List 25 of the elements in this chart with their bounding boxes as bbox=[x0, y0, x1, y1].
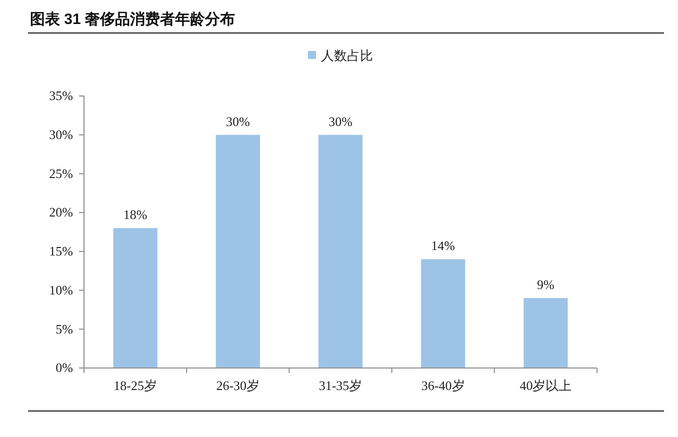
y-tick-label: 15% bbox=[49, 244, 74, 259]
bar bbox=[216, 134, 260, 368]
y-tick-label: 10% bbox=[49, 282, 74, 298]
data-label: 14% bbox=[431, 238, 456, 254]
y-tick-label: 20% bbox=[49, 204, 74, 220]
x-tick-label: 26-30岁 bbox=[216, 378, 260, 393]
y-tick-label: 0% bbox=[56, 360, 74, 376]
data-label: 30% bbox=[226, 114, 250, 129]
bar bbox=[524, 298, 568, 368]
x-tick-label: 40岁以上 bbox=[520, 378, 572, 393]
data-label: 9% bbox=[537, 277, 555, 292]
legend-label: 人数占比 bbox=[321, 48, 373, 63]
bar bbox=[421, 259, 466, 368]
y-tick-label: 25% bbox=[49, 166, 74, 181]
x-tick-label: 31-35岁 bbox=[318, 378, 362, 393]
x-tick-label: 18-25岁 bbox=[114, 378, 157, 393]
data-label: 18% bbox=[123, 207, 148, 222]
bar bbox=[113, 228, 158, 368]
chart-title: 图表 31 奢侈品消费者年龄分布 bbox=[30, 11, 236, 28]
y-tick-label: 5% bbox=[56, 321, 74, 336]
y-tick-label: 30% bbox=[49, 127, 74, 142]
x-tick-label: 36-40岁 bbox=[421, 378, 465, 393]
bar bbox=[318, 134, 363, 368]
y-tick-label: 35% bbox=[49, 88, 74, 104]
data-label: 30% bbox=[328, 114, 353, 129]
